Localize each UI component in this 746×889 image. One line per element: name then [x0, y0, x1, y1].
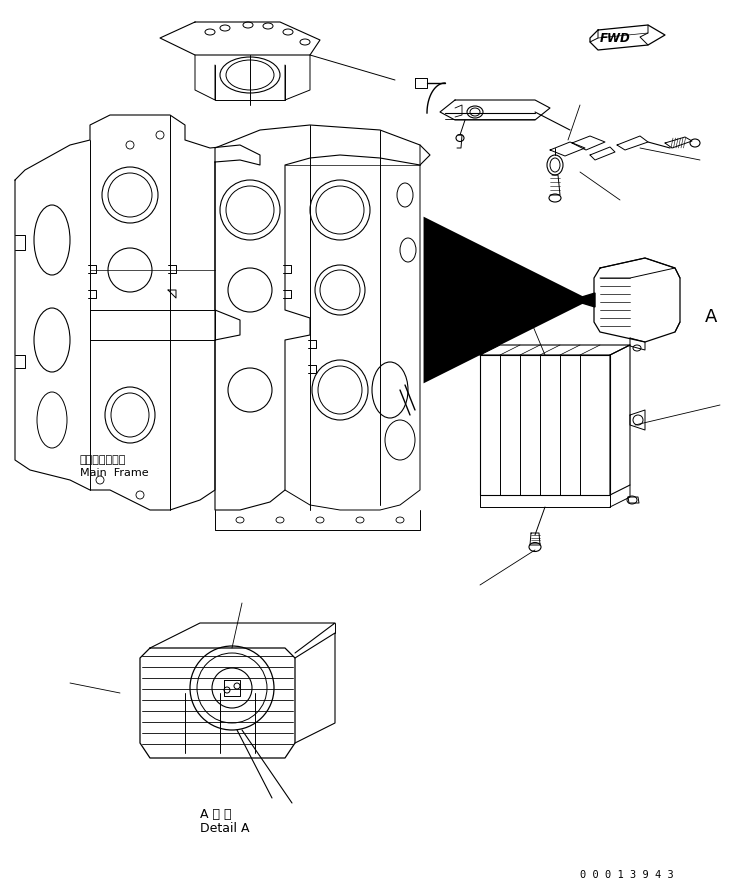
Text: FWD: FWD: [600, 32, 631, 45]
Text: Detail A: Detail A: [200, 822, 249, 835]
Text: メインフレーム: メインフレーム: [80, 455, 126, 465]
Text: A: A: [705, 308, 718, 326]
Polygon shape: [572, 293, 595, 307]
Text: 0 0 0 1 3 9 4 3: 0 0 0 1 3 9 4 3: [580, 870, 674, 880]
Text: A 詳 細: A 詳 細: [200, 808, 231, 821]
Text: Main  Frame: Main Frame: [80, 468, 148, 478]
